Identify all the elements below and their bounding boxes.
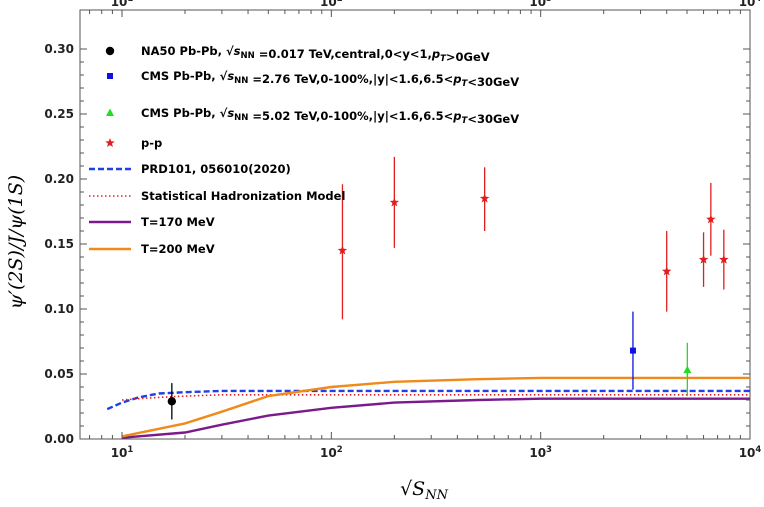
y-tick-label: 0.00 bbox=[44, 432, 74, 446]
legend-label: NA50 Pb-Pb, √sNN =0.017 TeV,central,0<y<… bbox=[141, 44, 490, 64]
data-point bbox=[661, 266, 672, 276]
y-tick-label: 0.25 bbox=[44, 107, 74, 121]
x-tick-label-top: 103 bbox=[529, 0, 552, 9]
legend-label: CMS Pb-Pb, √sNN =2.76 TeV,0-100%,|y|<1.6… bbox=[141, 69, 519, 89]
curve-t-200-mev bbox=[121, 376, 750, 438]
y-tick-label: 0.05 bbox=[44, 367, 74, 381]
curves-group bbox=[106, 376, 750, 439]
frame-group bbox=[79, 9, 751, 440]
data-point bbox=[389, 197, 400, 207]
data-point bbox=[479, 193, 490, 203]
data-point bbox=[683, 365, 692, 374]
x-tick-label-top: 104 bbox=[739, 0, 762, 9]
x-tick-label-bottom: 103 bbox=[529, 445, 552, 460]
x-tick-label-top: 102 bbox=[320, 0, 343, 9]
data-point bbox=[167, 397, 177, 406]
legend-label: p-p bbox=[141, 136, 162, 150]
legend: NA50 Pb-Pb, √sNN =0.017 TeV,central,0<y<… bbox=[89, 44, 519, 256]
legend-marker bbox=[106, 108, 114, 116]
data-point bbox=[629, 347, 636, 354]
data-point bbox=[706, 214, 716, 224]
plot-frame bbox=[79, 9, 751, 440]
x-tick-label-bottom: 102 bbox=[320, 445, 343, 460]
legend-label: CMS Pb-Pb, √sNN =5.02 TeV,0-100%,|y|<1.6… bbox=[141, 106, 519, 126]
data-point bbox=[719, 254, 729, 264]
data-point bbox=[337, 245, 348, 255]
legend-marker bbox=[105, 138, 115, 148]
data-point bbox=[698, 254, 709, 264]
y-tick-label: 0.20 bbox=[44, 172, 74, 186]
legend-label: PRD101, 056010(2020) bbox=[141, 162, 291, 176]
y-tick-label: 0.15 bbox=[44, 237, 74, 251]
y-tick-label: 0.10 bbox=[44, 302, 74, 316]
legend-label: T=200 MeV bbox=[141, 242, 215, 256]
curve-prd101-056010-2020 bbox=[106, 389, 750, 411]
axes-group: 101 101 102 102 103 103 104 104 0.00 0.05 0.10 0.15… bbox=[44, 0, 761, 460]
x-axis-title: √SNN bbox=[400, 478, 449, 503]
legend-marker bbox=[105, 46, 115, 56]
legend-marker bbox=[107, 73, 113, 79]
y-axis-title: ψ′(2S)/J/ψ(1S) bbox=[5, 175, 27, 309]
points-group bbox=[167, 156, 729, 420]
x-tick-label-top: 101 bbox=[111, 0, 134, 9]
legend-label: Statistical Hadronization Model bbox=[141, 189, 345, 203]
x-tick-label-bottom: 104 bbox=[739, 445, 762, 460]
y-tick-label: 0.30 bbox=[44, 42, 74, 56]
curve-statistical-hadronization-model bbox=[121, 394, 750, 401]
x-tick-label-bottom: 101 bbox=[111, 445, 134, 460]
curve-t-170-mev bbox=[121, 397, 750, 439]
legend-label: T=170 MeV bbox=[141, 215, 215, 229]
